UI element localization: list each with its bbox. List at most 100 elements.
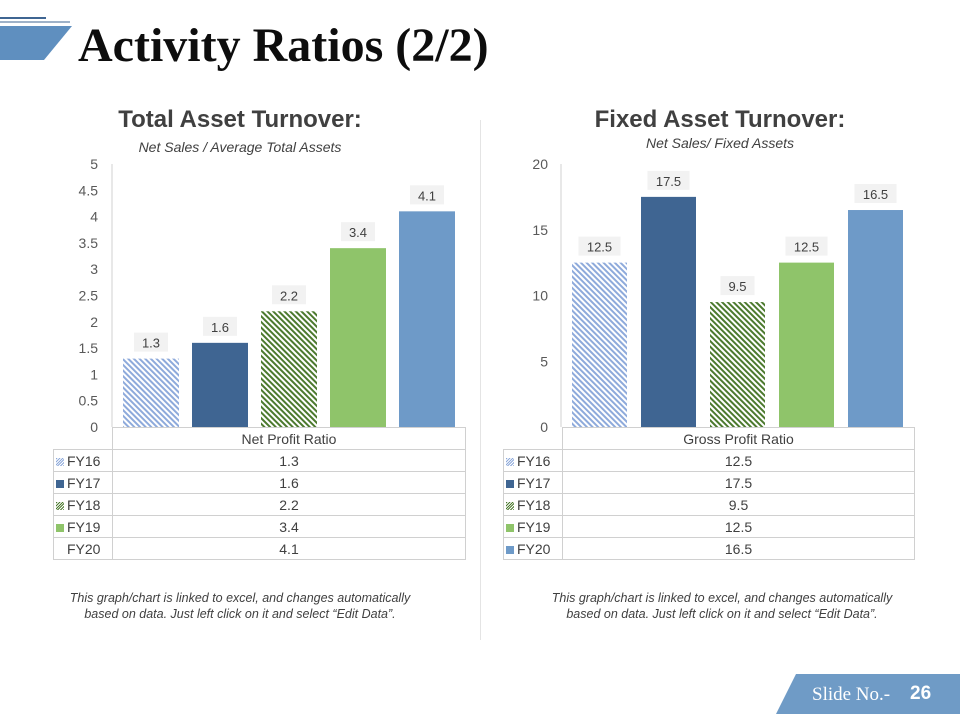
slide-number-banner: [776, 674, 960, 714]
table-cell: 9.5: [562, 493, 915, 516]
data-label-box: [272, 285, 306, 305]
data-label-box: [647, 170, 690, 190]
table-corner: [53, 427, 113, 450]
table-row: FY20 4.1: [53, 537, 466, 560]
bar-fy20[interactable]: [399, 211, 455, 427]
table-header-row: Net Profit Ratio: [53, 427, 466, 450]
table-series-label: FY18: [503, 493, 563, 516]
left-chart-title: Total Asset Turnover:: [118, 106, 362, 133]
data-label: 1.6: [211, 320, 229, 335]
table-series-label: FY19: [503, 515, 563, 538]
left-chart-subtitle: Net Sales / Average Total Assets: [138, 139, 342, 155]
y-tick-label: 0.5: [79, 393, 99, 409]
data-label: 16.5: [863, 187, 888, 202]
table-row: FY19 12.5: [503, 515, 915, 538]
data-label: 12.5: [587, 240, 612, 255]
table-corner: [503, 427, 563, 450]
data-label: 17.5: [656, 174, 681, 189]
fy18-swatch: [506, 501, 514, 510]
data-label-box: [134, 332, 168, 352]
table-cell: 1.6: [112, 471, 466, 494]
table-row: FY18 9.5: [503, 493, 915, 516]
data-label: 1.3: [142, 336, 160, 351]
table-row: FY18 2.2: [53, 493, 466, 516]
fy20-swatch: [56, 546, 64, 554]
table-cell: 17.5: [562, 471, 915, 494]
left-data-table: Net Profit Ratio FY16 1.3 FY17 1.6 FY18 …: [53, 427, 466, 560]
data-label-box: [410, 185, 444, 205]
y-tick-label: 20: [532, 156, 548, 172]
fy20-swatch: [506, 545, 514, 554]
bar-fy18[interactable]: [710, 302, 765, 427]
table-row: FY16 1.3: [53, 449, 466, 472]
data-label-box: [854, 184, 897, 204]
panel-divider: [480, 120, 481, 640]
y-tick-label: 1.5: [79, 340, 99, 356]
y-tick-label: 0: [90, 419, 98, 435]
slide-title: Activity Ratios (2/2): [78, 19, 489, 72]
table-series-label: FY17: [503, 471, 563, 494]
table-series-label: FY16: [503, 449, 563, 472]
right-chart-title: Fixed Asset Turnover:: [594, 106, 846, 133]
fy17-swatch: [56, 479, 64, 488]
bar-fy20[interactable]: [848, 210, 903, 427]
table-row: FY16 12.5: [503, 449, 915, 472]
y-tick-label: 4: [90, 209, 98, 225]
table-series-label: FY20: [503, 537, 563, 560]
table-cell: 4.1: [112, 537, 466, 560]
fy17-swatch: [506, 479, 514, 488]
table-series-label: FY17: [53, 471, 113, 494]
bar-fy18[interactable]: [261, 311, 317, 427]
left-chart-note: This graph/chart is linked to excel, and…: [69, 591, 411, 621]
table-series-label: FY16: [53, 449, 113, 472]
data-label: 3.4: [349, 225, 367, 240]
fy16-swatch: [506, 457, 514, 466]
table-series-label: FY18: [53, 493, 113, 516]
data-label: 2.2: [280, 288, 298, 303]
table-header-row: Gross Profit Ratio: [503, 427, 915, 450]
table-cell: 12.5: [562, 515, 915, 538]
table-series-label: FY20: [53, 537, 113, 560]
bar-fy19[interactable]: [330, 248, 386, 427]
table-cell: 12.5: [562, 449, 915, 472]
table-row: FY19 3.4: [53, 515, 466, 538]
slide-number-label: Slide No.-: [812, 684, 891, 705]
data-label-box: [203, 316, 237, 336]
y-tick-label: 3: [90, 261, 98, 277]
table-row: FY17 17.5: [503, 471, 915, 494]
data-label: 4.1: [418, 188, 436, 203]
data-label-box: [720, 276, 755, 296]
bar-fy16[interactable]: [123, 358, 179, 427]
right-chart-subtitle: Net Sales/ Fixed Assets: [645, 135, 795, 151]
right-chart-note: This graph/chart is linked to excel, and…: [551, 591, 893, 621]
y-tick-label: 0: [540, 419, 548, 435]
data-label-box: [578, 236, 621, 256]
y-tick-label: 2: [90, 314, 98, 330]
table-category-header: Gross Profit Ratio: [562, 427, 915, 450]
table-category-header: Net Profit Ratio: [112, 427, 466, 450]
corner-decoration: [0, 17, 72, 60]
bar-fy19[interactable]: [779, 262, 834, 427]
fy19-swatch: [506, 523, 514, 532]
bar-fy17[interactable]: [192, 342, 248, 427]
y-tick-label: 4.5: [79, 182, 99, 198]
data-label-box: [341, 222, 375, 242]
y-tick-label: 5: [90, 156, 98, 172]
data-label: 12.5: [794, 240, 819, 255]
y-tick-label: 10: [532, 288, 548, 304]
bar-fy16[interactable]: [572, 262, 627, 427]
table-cell: 1.3: [112, 449, 466, 472]
y-tick-label: 15: [532, 222, 548, 238]
y-tick-label: 1: [90, 366, 98, 382]
y-tick-label: 5: [540, 353, 548, 369]
bar-fy17[interactable]: [641, 196, 696, 427]
table-cell: 16.5: [562, 537, 915, 560]
table-series-label: FY19: [53, 515, 113, 538]
fy16-swatch: [56, 457, 64, 466]
table-cell: 2.2: [112, 493, 466, 516]
table-row: FY20 16.5: [503, 537, 915, 560]
slide-number: 26: [910, 683, 932, 704]
y-tick-label: 2.5: [79, 288, 99, 304]
data-label: 9.5: [728, 279, 746, 294]
